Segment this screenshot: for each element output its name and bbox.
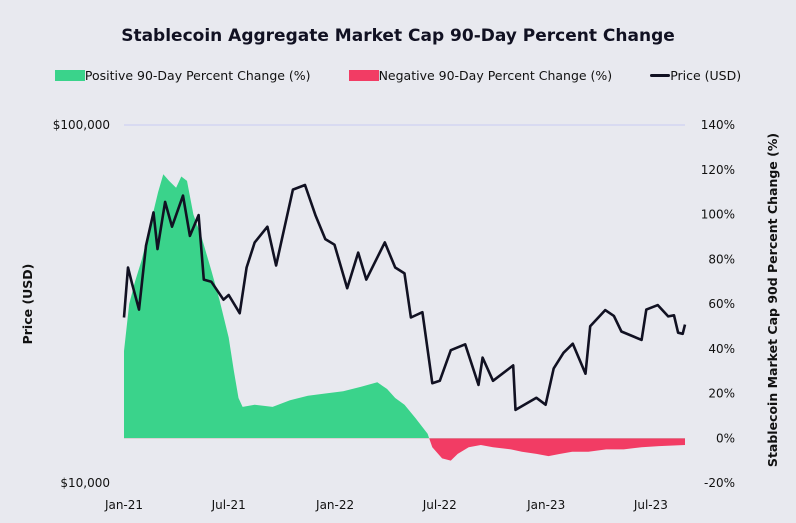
left-axis-title: Price (USD) (20, 264, 35, 345)
x-tick-label: Jan-22 (315, 498, 354, 512)
x-tick-label: Jul-23 (633, 498, 668, 512)
left-tick-label: $10,000 (60, 476, 110, 490)
legend-swatch-price (650, 74, 671, 77)
legend-item-negative: Negative 90-Day Percent Change (%) (348, 68, 613, 83)
x-tick-label: Jan-23 (526, 498, 565, 512)
left-tick-label: $100,000 (53, 118, 110, 132)
legend-label-negative: Negative 90-Day Percent Change (%) (378, 68, 613, 83)
legend: Positive 90-Day Percent Change (%) Negat… (0, 68, 796, 83)
legend-swatch-positive (54, 70, 85, 81)
legend-swatch-negative (348, 70, 379, 81)
legend-label-positive: Positive 90-Day Percent Change (%) (84, 68, 311, 83)
right-axis-title: Stablecoin Market Cap 90d Percent Change… (765, 133, 780, 467)
right-tick-label: 20% (708, 387, 735, 401)
x-tick-label: Jan-21 (104, 498, 143, 512)
price-line (122, 183, 687, 412)
right-tick-label: 120% (701, 163, 735, 177)
positive-change-area (124, 174, 685, 439)
legend-item-price: Price (USD) (650, 68, 741, 83)
right-tick-label: -20% (704, 476, 735, 490)
legend-item-positive: Positive 90-Day Percent Change (%) (54, 68, 311, 83)
right-tick-label: 140% (701, 118, 735, 132)
negative-change-area (124, 438, 685, 461)
right-tick-label: 60% (708, 297, 735, 311)
chart-title: Stablecoin Aggregate Market Cap 90-Day P… (121, 26, 675, 46)
right-tick-label: 80% (708, 252, 735, 266)
legend-label-price: Price (USD) (670, 68, 742, 83)
right-tick-label: 0% (716, 431, 735, 445)
right-tick-label: 100% (701, 208, 735, 222)
right-tick-label: 40% (708, 342, 735, 356)
x-tick-label: Jul-22 (422, 498, 457, 512)
x-tick-label: Jul-21 (211, 498, 246, 512)
